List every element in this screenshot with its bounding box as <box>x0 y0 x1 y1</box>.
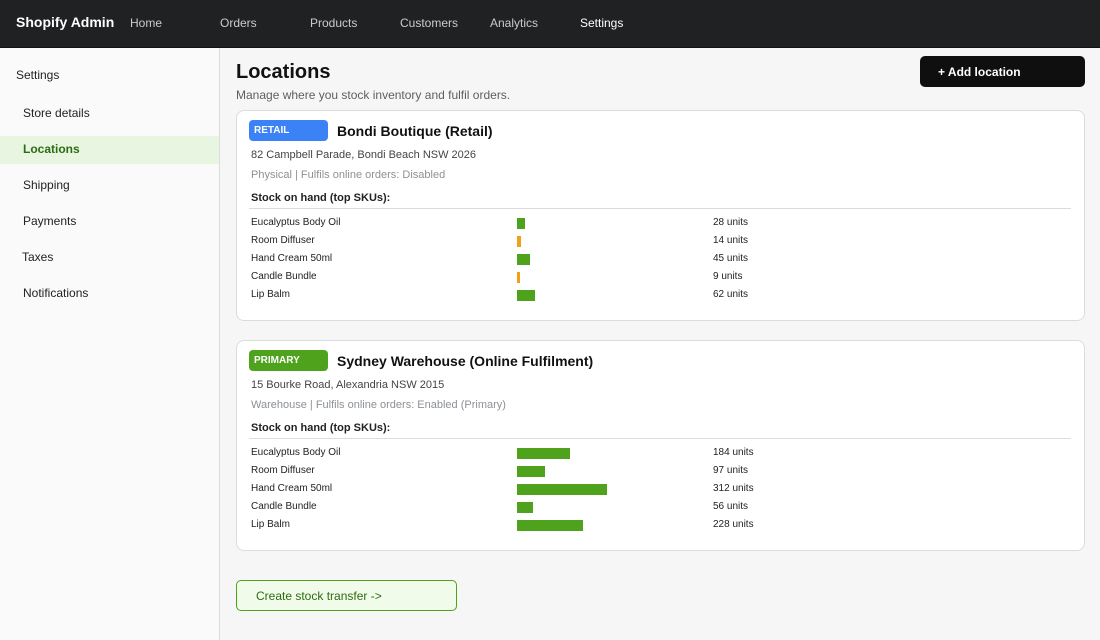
stock-row: Hand Cream 50ml 45 units <box>251 251 1071 269</box>
primary-badge: PRIMARY <box>249 350 328 371</box>
stock-row: Eucalyptus Body Oil 184 units <box>251 445 1071 463</box>
stock-bar <box>517 520 583 531</box>
stock-units: 45 units <box>713 253 749 264</box>
location-address: 82 Campbell Parade, Bondi Beach NSW 2026 <box>251 149 477 161</box>
retail-badge: RETAIL <box>249 120 328 141</box>
sku-name: Room Diffuser <box>251 465 315 476</box>
stock-units: 97 units <box>713 465 749 476</box>
sku-name: Hand Cream 50ml <box>251 483 333 494</box>
nav-analytics[interactable]: Analytics <box>490 16 539 30</box>
nav-settings[interactable]: Settings <box>580 16 624 30</box>
location-name[interactable]: Sydney Warehouse (Online Fulfilment) <box>337 353 594 369</box>
stock-bar <box>517 290 535 301</box>
location-card-sydney-warehouse: PRIMARY Sydney Warehouse (Online Fulfilm… <box>236 340 1085 551</box>
stock-row: Candle Bundle 9 units <box>251 269 1071 287</box>
nav-home[interactable]: Home <box>130 16 163 30</box>
stock-bar <box>517 272 520 283</box>
sidebar-item-label: Store details <box>23 106 90 120</box>
stock-bar <box>517 484 607 495</box>
stock-row: Lip Balm 62 units <box>251 287 1071 305</box>
stock-heading: Stock on hand (top SKUs): <box>251 422 391 434</box>
stock-units: 228 units <box>713 519 754 530</box>
stock-bar <box>517 218 525 229</box>
stock-row: Room Diffuser 97 units <box>251 463 1071 481</box>
sidebar-item-label: Shipping <box>23 178 70 192</box>
sidebar-item-label: Notifications <box>23 286 89 300</box>
stock-row: Eucalyptus Body Oil 28 units <box>251 215 1071 233</box>
divider <box>249 438 1071 439</box>
sidebar-item-label: Taxes <box>22 250 54 264</box>
location-meta: Warehouse | Fulfils online orders: Enabl… <box>251 399 506 411</box>
stock-units: 9 units <box>713 271 743 282</box>
stock-bar <box>517 448 570 459</box>
sidebar-item-label: Payments <box>23 214 77 228</box>
nav-customers[interactable]: Customers <box>400 16 459 30</box>
brand-logo[interactable]: Shopify Admin <box>16 14 115 30</box>
stock-bar <box>517 236 521 247</box>
stock-bar <box>517 466 545 477</box>
stock-row: Hand Cream 50ml 312 units <box>251 481 1071 499</box>
stock-bar <box>517 254 530 265</box>
sidebar-item-taxes[interactable]: Taxes <box>0 244 219 272</box>
stock-units: 56 units <box>713 501 749 512</box>
location-card-bondi: RETAIL Bondi Boutique (Retail) 82 Campbe… <box>236 110 1085 321</box>
stock-row: Candle Bundle 56 units <box>251 499 1071 517</box>
nav-products[interactable]: Products <box>310 16 358 30</box>
stock-heading: Stock on hand (top SKUs): <box>251 192 391 204</box>
sku-name: Candle Bundle <box>251 501 317 512</box>
top-navigation-bar: Shopify Admin Home Orders Products Custo… <box>0 0 1100 48</box>
stock-row: Room Diffuser 14 units <box>251 233 1071 251</box>
stock-units: 184 units <box>713 447 754 458</box>
sidebar-item-label: Locations <box>23 142 80 156</box>
stock-list: Eucalyptus Body Oil 28 units Room Diffuse… <box>251 215 1071 305</box>
location-meta: Physical | Fulfils online orders: Disabl… <box>251 169 446 181</box>
sidebar-item-locations[interactable]: Locations <box>0 136 219 164</box>
nav-orders[interactable]: Orders <box>220 16 257 30</box>
stock-list: Eucalyptus Body Oil 184 units Room Diffus… <box>251 445 1071 535</box>
sku-name: Room Diffuser <box>251 235 315 246</box>
sidebar-item-notifications[interactable]: Notifications <box>0 280 219 308</box>
sku-name: Lip Balm <box>251 289 290 300</box>
stock-units: 28 units <box>713 217 749 228</box>
stock-units: 14 units <box>713 235 749 246</box>
stock-units: 312 units <box>713 483 754 494</box>
stock-bar <box>517 502 533 513</box>
create-stock-transfer-button[interactable]: Create stock transfer -> <box>236 580 457 611</box>
divider <box>249 208 1071 209</box>
location-name[interactable]: Bondi Boutique (Retail) <box>337 123 493 139</box>
sku-name: Eucalyptus Body Oil <box>251 217 341 228</box>
add-location-button[interactable]: + Add location <box>920 56 1085 87</box>
sku-name: Hand Cream 50ml <box>251 253 333 264</box>
sidebar-item-store-details[interactable]: Store details <box>0 100 219 128</box>
sidebar-heading: Settings <box>16 68 60 82</box>
page-subtitle: Manage where you stock inventory and ful… <box>236 88 511 102</box>
sku-name: Eucalyptus Body Oil <box>251 447 341 458</box>
stock-units: 62 units <box>713 289 749 300</box>
sku-name: Candle Bundle <box>251 271 317 282</box>
sidebar-item-shipping[interactable]: Shipping <box>0 172 219 200</box>
settings-sidebar: Settings Store details Locations Shippin… <box>0 48 220 640</box>
page-title: Locations <box>236 61 331 83</box>
location-address: 15 Bourke Road, Alexandria NSW 2015 <box>251 379 445 391</box>
stock-row: Lip Balm 228 units <box>251 517 1071 535</box>
sku-name: Lip Balm <box>251 519 290 530</box>
sidebar-item-payments[interactable]: Payments <box>0 208 219 236</box>
